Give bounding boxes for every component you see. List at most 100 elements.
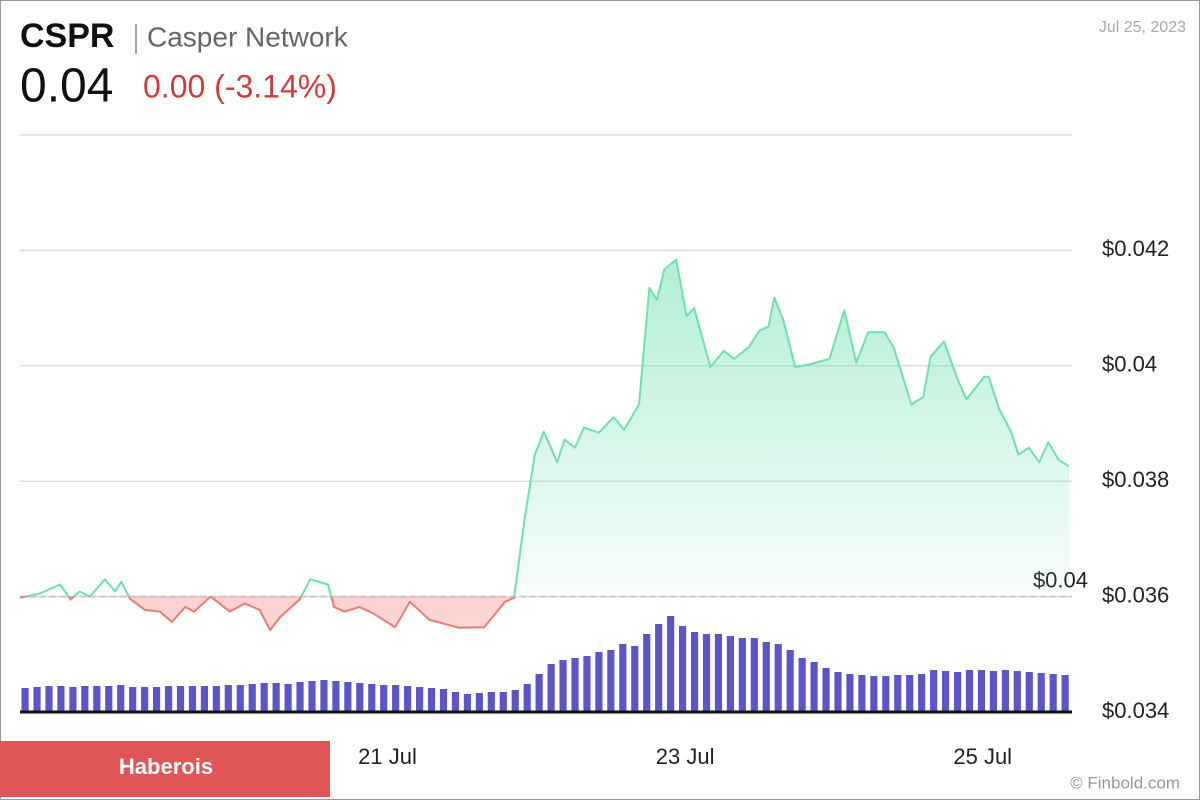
volume-bar — [45, 686, 53, 712]
volume-bar — [380, 685, 388, 712]
date: Jul 25, 2023 — [1099, 19, 1186, 36]
banner: Haberois — [119, 754, 213, 779]
volume-bar — [822, 668, 830, 712]
volume-bar — [200, 686, 208, 712]
volume-bar — [1037, 673, 1045, 712]
volume-bar — [655, 624, 663, 712]
volume-bar — [57, 686, 65, 712]
volume-bar — [392, 685, 400, 712]
volume-bar — [487, 692, 495, 712]
volume-bar — [667, 616, 675, 712]
banner-box — [0, 741, 330, 797]
volume-bar — [619, 644, 627, 712]
volume-bar — [164, 686, 173, 712]
price: 0.04 — [20, 60, 113, 113]
volume-bar — [69, 687, 77, 712]
volume-bar — [188, 686, 197, 712]
volume-bar — [834, 672, 842, 712]
x-tick-label: 25 Jul — [953, 744, 1012, 769]
volume-bar — [965, 670, 974, 712]
volume-bar — [738, 638, 746, 712]
price-change: 0.00 (-3.14%) — [143, 68, 337, 104]
volume-bar — [117, 685, 125, 712]
volume-bar — [1025, 672, 1033, 712]
volume-bar — [511, 690, 519, 712]
volume-bar — [81, 686, 89, 712]
volume-bar — [21, 688, 29, 712]
volume-bar — [810, 662, 818, 712]
volume-bar — [1049, 674, 1057, 712]
volume-bar — [607, 650, 615, 712]
volume-bar — [176, 686, 185, 712]
volume-bar — [571, 658, 579, 712]
volume-bar — [499, 692, 507, 712]
volume-bar — [643, 634, 651, 712]
x-tick-label: 23 Jul — [656, 744, 715, 769]
volume-bar — [726, 636, 734, 712]
y-tick-label: $0.04 — [1102, 352, 1157, 377]
volume-bar — [953, 672, 962, 712]
volume-bar — [427, 688, 436, 712]
volume-bar — [356, 683, 364, 712]
volume-bar — [105, 686, 113, 712]
volume-bar — [308, 681, 316, 712]
volume-bar — [475, 693, 483, 712]
volume-bar — [894, 675, 902, 712]
plot: $0.034$0.036$0.038$0.04$0.04219 Jul21 Ju… — [19, 236, 1169, 769]
volume-bar — [272, 683, 280, 712]
volume-bar — [404, 686, 412, 712]
volume-bar — [559, 660, 567, 712]
volume-bar — [679, 626, 687, 712]
y-tick-label: $0.042 — [1102, 236, 1169, 261]
volume-bar — [463, 694, 471, 712]
volume-bar — [762, 642, 770, 712]
volume-bar — [451, 692, 460, 712]
volume-bar — [236, 685, 244, 712]
volume-bar — [977, 670, 986, 712]
price-area — [20, 259, 1069, 631]
volume-bar — [296, 682, 304, 712]
volume-bar — [248, 684, 256, 712]
volume-bar — [1013, 671, 1021, 712]
volume-bar — [224, 685, 232, 712]
volume-bar — [906, 675, 914, 712]
volume-bar — [798, 658, 806, 712]
symbol: CSPR — [20, 17, 114, 55]
y-tick-label: $0.036 — [1102, 582, 1169, 607]
volume-bar — [129, 687, 137, 712]
volume-bar — [846, 674, 854, 712]
volume-bar — [918, 674, 926, 712]
volume-bar — [774, 644, 782, 712]
y-tick-label: $0.034 — [1102, 698, 1169, 723]
source: © Finbold.com — [1070, 773, 1180, 792]
volume-bar — [750, 638, 758, 712]
volume-bar — [858, 675, 866, 712]
price-line — [19, 258, 1070, 632]
volume-bar — [714, 634, 723, 712]
volume-bar — [989, 671, 997, 712]
volume-bar — [93, 686, 101, 712]
volume-bar — [930, 670, 938, 712]
volume-bar — [882, 676, 890, 712]
volume-bar — [702, 634, 711, 712]
volume-bar — [535, 674, 543, 712]
volume-bar — [583, 656, 591, 712]
volume-bar — [368, 684, 376, 712]
volume-bar — [33, 687, 41, 712]
volume-bar — [690, 632, 699, 712]
volume-bar — [320, 680, 328, 712]
volume-bar — [332, 681, 340, 712]
x-tick-label: 21 Jul — [358, 744, 417, 769]
volume-bar — [416, 687, 424, 712]
volume-bar — [547, 664, 555, 712]
volume-bar — [631, 646, 639, 712]
volume-bar — [786, 650, 794, 712]
volume-bar — [153, 687, 161, 712]
volume-bar — [260, 683, 268, 712]
volume-bar — [141, 687, 149, 712]
volume-bar — [523, 684, 531, 712]
volume-bar — [284, 684, 292, 712]
volume-bar — [1061, 675, 1069, 712]
